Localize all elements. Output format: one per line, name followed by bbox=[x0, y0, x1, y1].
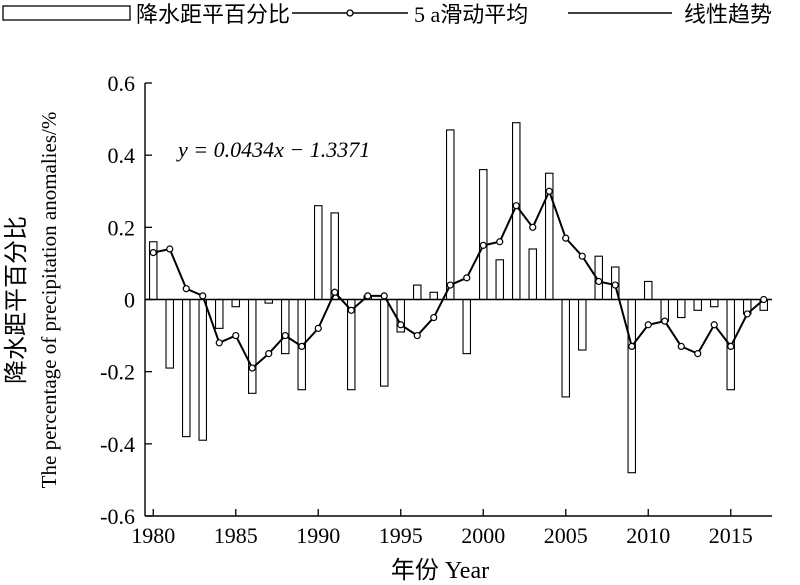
x-tick-label: 2015 bbox=[709, 523, 753, 548]
moving-average-point-1992 bbox=[347, 306, 355, 314]
x-tick-label: 1995 bbox=[379, 523, 423, 548]
y-tick-label: 0 bbox=[124, 288, 135, 313]
moving-average-point-1988 bbox=[281, 331, 289, 340]
bar-2012 bbox=[676, 298, 686, 319]
moving-average-point-2004 bbox=[545, 187, 553, 195]
bar-2006 bbox=[577, 298, 587, 351]
bar-2013 bbox=[693, 298, 703, 311]
moving-average-point-1993 bbox=[364, 292, 372, 300]
bar-2001 bbox=[495, 259, 505, 301]
legend-moving-average-marker bbox=[346, 9, 354, 17]
legend-label-bar: 降水距平百分比 bbox=[136, 2, 290, 27]
x-tick-label: 2010 bbox=[626, 523, 670, 548]
moving-average-point-1991 bbox=[331, 288, 339, 296]
bar-2003 bbox=[528, 248, 538, 301]
bar-2000 bbox=[478, 169, 488, 301]
x-axis-ticks: 1980 1985 1990 1995 2000 2005 2010 2015 bbox=[131, 509, 753, 548]
moving-average-point-2013 bbox=[694, 350, 702, 358]
legend: 降水距平百分比 5 a滑动平均 线性趋势 bbox=[2, 2, 772, 27]
legend-label-moving-average: 5 a滑动平均 bbox=[414, 2, 528, 27]
y-axis-label-en: The percentage of precipitation anomalie… bbox=[37, 112, 61, 489]
bar-1999 bbox=[462, 298, 472, 355]
moving-average-point-1995 bbox=[397, 321, 405, 329]
bar-1991 bbox=[330, 212, 340, 301]
moving-average-point-1985 bbox=[232, 331, 240, 340]
bar-series bbox=[148, 122, 769, 474]
moving-average-point-1986 bbox=[248, 364, 256, 372]
moving-average-point-2001 bbox=[496, 238, 504, 246]
moving-average-point-1996 bbox=[413, 331, 421, 340]
moving-average-point-2002 bbox=[512, 202, 520, 210]
x-axis-label: 年份 Year bbox=[391, 557, 489, 584]
moving-average-point-1983 bbox=[199, 292, 207, 300]
moving-average-line bbox=[153, 188, 765, 370]
plot-area: 0.6 0.4 0.2 0 -0.2 -0.4 -0.6 1980 1985 1990 1995 2… bbox=[100, 71, 772, 548]
bar-1996 bbox=[412, 284, 422, 301]
legend-label-trend: 线性趋势 bbox=[684, 2, 772, 27]
bar-2009 bbox=[627, 298, 637, 474]
y-axis-ticks: 0.6 0.4 0.2 0 -0.2 -0.4 -0.6 bbox=[100, 71, 152, 529]
moving-average-point-2009 bbox=[628, 342, 636, 351]
moving-average-point-1997 bbox=[430, 313, 438, 322]
moving-average-series bbox=[149, 187, 768, 372]
moving-average-point-1994 bbox=[380, 292, 388, 300]
y-tick-label: -0.4 bbox=[100, 432, 135, 457]
bar-2005 bbox=[561, 298, 571, 398]
moving-average-point-2005 bbox=[562, 234, 570, 242]
moving-average-point-2016 bbox=[743, 310, 751, 318]
legend-bar-swatch bbox=[2, 5, 131, 21]
moving-average-point-1980 bbox=[149, 248, 157, 257]
x-tick-label: 2005 bbox=[544, 523, 588, 548]
moving-average-point-1999 bbox=[463, 274, 471, 282]
moving-average-point-2017 bbox=[760, 295, 768, 304]
bar-1986 bbox=[247, 298, 257, 394]
x-tick-label: 1990 bbox=[296, 523, 340, 548]
moving-average-point-2012 bbox=[677, 342, 685, 351]
bar-2010 bbox=[643, 280, 653, 301]
bar-1988 bbox=[280, 298, 290, 355]
moving-average-point-2015 bbox=[727, 342, 735, 351]
x-tick-label: 1980 bbox=[131, 523, 175, 548]
bar-1982 bbox=[181, 298, 191, 438]
moving-average-point-1990 bbox=[314, 324, 322, 332]
bar-1994 bbox=[379, 298, 389, 387]
moving-average-point-2008 bbox=[611, 281, 619, 289]
moving-average-point-1984 bbox=[215, 339, 223, 347]
y-tick-label: -0.6 bbox=[100, 504, 135, 529]
x-tick-label: 2000 bbox=[461, 523, 505, 548]
trend-equation: y = 0.0434x − 1.3371 bbox=[176, 137, 370, 162]
moving-average-point-1982 bbox=[182, 285, 190, 293]
bar-1984 bbox=[214, 298, 224, 329]
moving-average-point-2010 bbox=[644, 321, 652, 329]
y-tick-label: 0.4 bbox=[108, 143, 136, 168]
moving-average-point-2003 bbox=[529, 223, 537, 231]
moving-average-point-2000 bbox=[479, 241, 487, 249]
bar-1985 bbox=[231, 298, 241, 308]
bar-1997 bbox=[429, 291, 439, 301]
moving-average-point-1981 bbox=[166, 245, 174, 253]
moving-average-point-1998 bbox=[446, 281, 454, 289]
bar-2014 bbox=[709, 298, 719, 308]
bar-1998 bbox=[445, 129, 455, 301]
y-tick-label: 0.2 bbox=[108, 215, 136, 240]
y-axis-label-zh: 降水距平百分比 bbox=[3, 216, 30, 384]
bar-1981 bbox=[165, 298, 175, 369]
x-tick-label: 1985 bbox=[214, 523, 258, 548]
moving-average-point-1987 bbox=[265, 350, 273, 358]
y-tick-label: -0.2 bbox=[100, 360, 135, 385]
moving-average-point-1989 bbox=[298, 342, 306, 351]
moving-average-point-2014 bbox=[710, 321, 718, 329]
moving-average-point-2006 bbox=[578, 252, 586, 260]
moving-average-point-2007 bbox=[595, 277, 603, 286]
bar-1990 bbox=[313, 205, 323, 301]
bar-1983 bbox=[198, 298, 208, 441]
moving-average-point-2011 bbox=[661, 317, 669, 325]
y-tick-label: 0.6 bbox=[108, 71, 136, 96]
